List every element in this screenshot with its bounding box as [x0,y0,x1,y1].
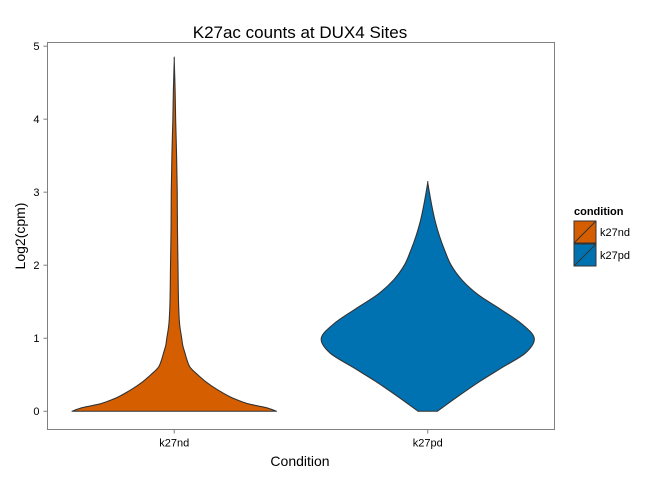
legend-title: condition [574,206,624,218]
y-tick-label: 1 [33,333,39,345]
violin-k27nd [71,56,278,412]
y-tick-label: 5 [33,41,39,53]
y-axis: 0 1 2 3 4 5 [33,41,48,418]
legend-key-diagonal [573,243,597,267]
x-tick-label: k27pd [413,438,443,450]
violin-layer [71,56,535,412]
y-tick-label: 4 [33,114,39,126]
legend-key-diagonal [573,220,597,244]
violin-k27pd [320,180,535,412]
y-axis-title: Log2(cpm) [12,203,28,270]
x-tick-label: k27nd [159,438,189,450]
legend-label-k27nd: k27nd [600,227,630,239]
legend-label-k27pd: k27pd [600,250,630,262]
x-axis: k27nd k27pd [159,429,443,450]
y-tick-label: 3 [33,187,39,199]
x-axis-title: Condition [270,453,329,469]
y-tick-label: 0 [33,406,39,418]
y-tick-label: 2 [33,260,39,272]
legend: condition k27nd k27pd [573,206,630,267]
chart-title: K27ac counts at DUX4 Sites [193,23,408,42]
